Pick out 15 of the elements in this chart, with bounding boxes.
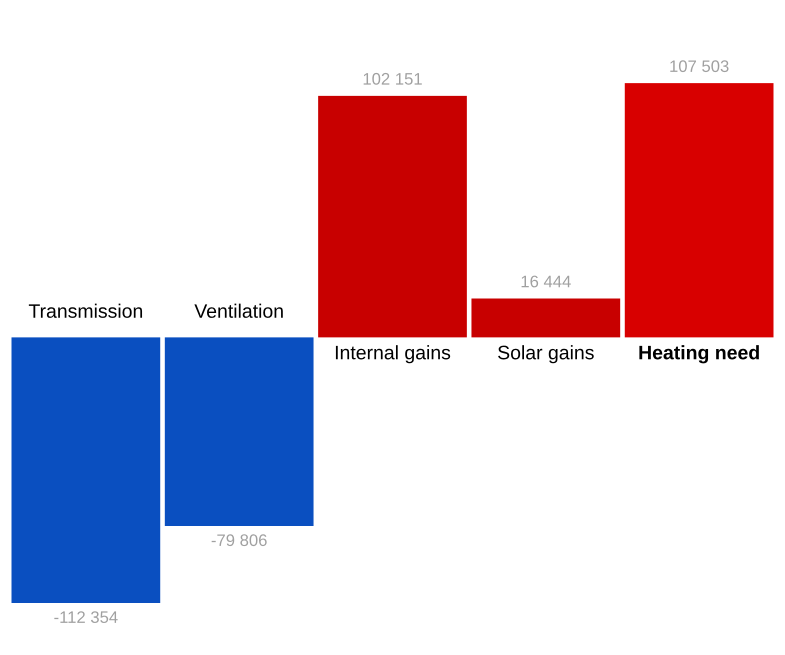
x-tick-label: Transmission <box>28 304 142 318</box>
data-label: 107 503 <box>670 60 729 72</box>
bar <box>624 83 774 338</box>
x-tick-label: Internal gains <box>336 345 450 364</box>
data-label: -79 806 <box>212 534 267 546</box>
data-label: 16 444 <box>522 276 571 288</box>
bar <box>471 298 620 338</box>
bar <box>12 337 160 604</box>
bar <box>164 337 314 526</box>
x-tick-label: Solar gains <box>498 345 594 364</box>
x-tick-label: Heating need <box>639 345 759 364</box>
data-label: -112 354 <box>54 611 118 624</box>
bar <box>318 96 467 338</box>
data-label: 102 151 <box>364 72 422 85</box>
x-tick-label: Ventilation <box>194 304 283 318</box>
